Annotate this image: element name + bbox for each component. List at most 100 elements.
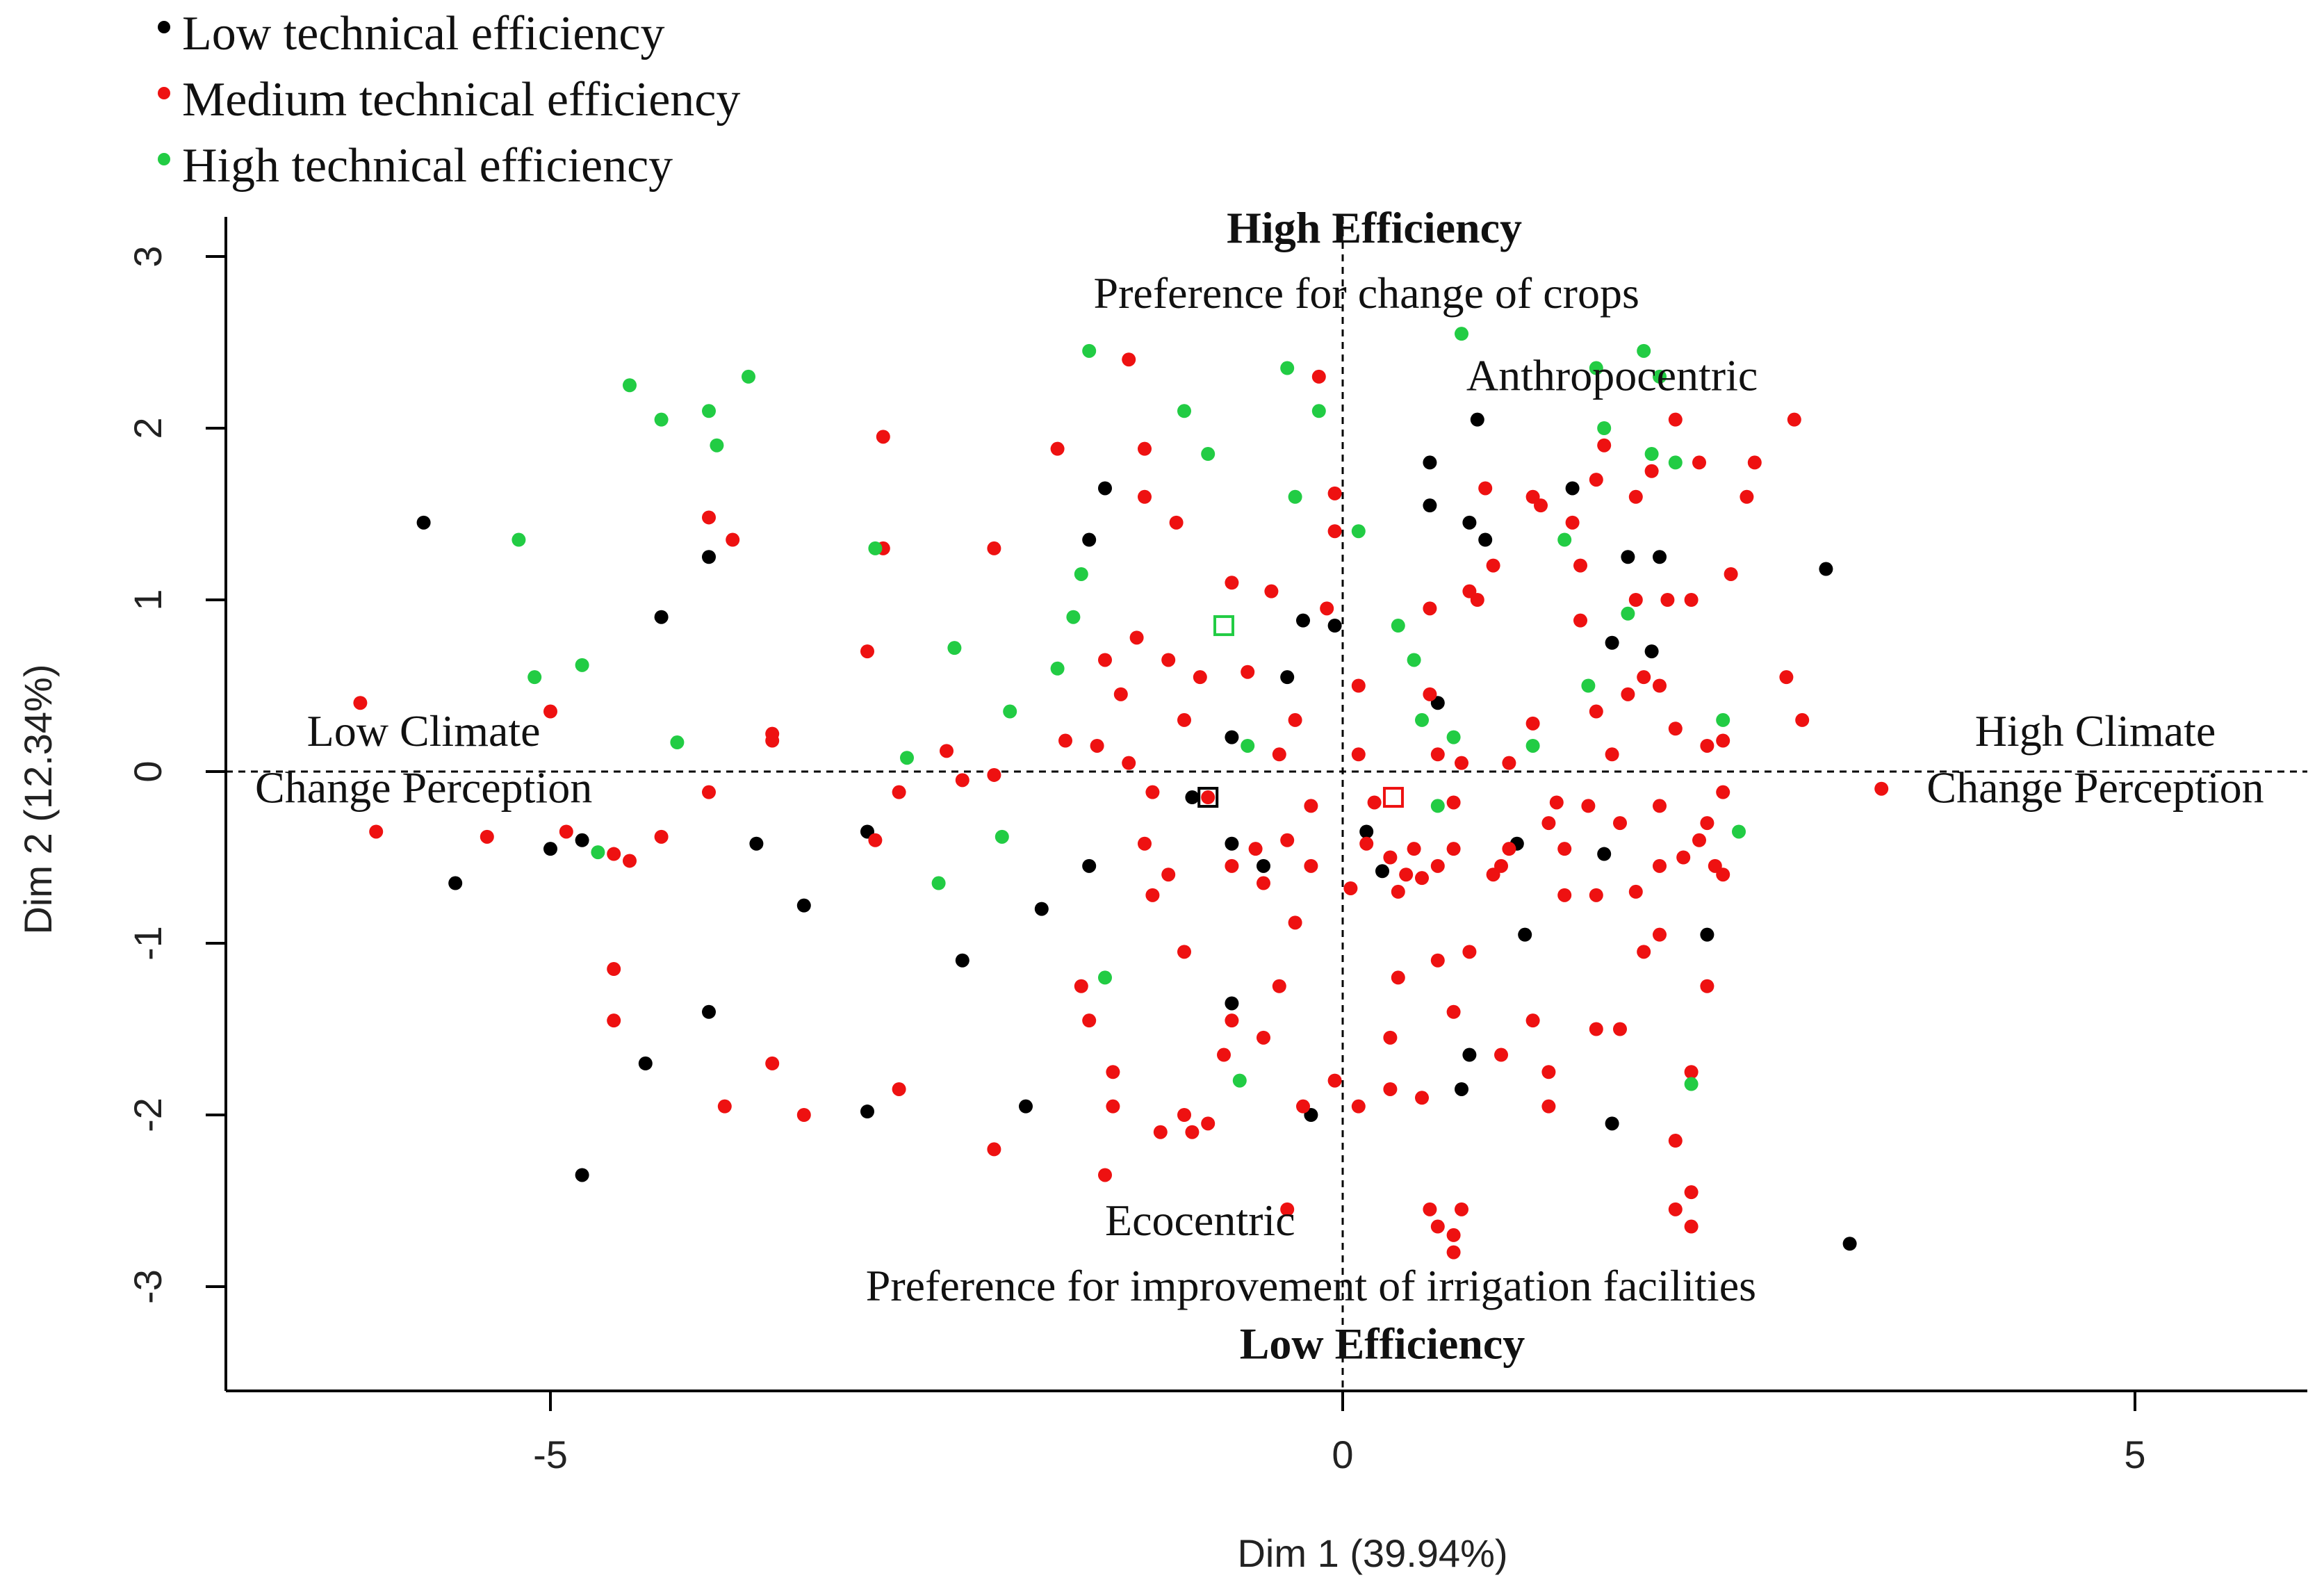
point-series-2 bbox=[1692, 833, 1706, 847]
point-series-3 bbox=[1525, 738, 1540, 753]
point-series-2 bbox=[765, 733, 780, 748]
y-tick-label: 3 bbox=[126, 245, 170, 267]
point-series-2 bbox=[607, 1013, 621, 1028]
reference-lines bbox=[226, 217, 2307, 1391]
point-series-2 bbox=[1502, 842, 1516, 856]
point-series-2 bbox=[860, 644, 874, 659]
legend-swatch-1 bbox=[158, 21, 170, 33]
point-series-2 bbox=[1351, 747, 1366, 762]
point-series-2 bbox=[702, 510, 716, 525]
point-series-2 bbox=[1430, 1219, 1445, 1234]
point-series-1 bbox=[654, 610, 669, 624]
point-series-2 bbox=[1201, 790, 1216, 805]
point-series-2 bbox=[1446, 1245, 1461, 1260]
point-series-2 bbox=[1874, 781, 1889, 796]
point-series-2 bbox=[1525, 1013, 1540, 1028]
x-tick-label: 5 bbox=[2124, 1433, 2145, 1476]
point-series-2 bbox=[1106, 1065, 1120, 1079]
x-axis-label: Dim 1 (39.94%) bbox=[1237, 1531, 1507, 1575]
point-series-2 bbox=[1740, 489, 1754, 504]
point-series-1 bbox=[1462, 515, 1477, 530]
point-series-2 bbox=[369, 824, 384, 839]
point-series-3 bbox=[1391, 619, 1405, 633]
point-series-2 bbox=[955, 773, 969, 788]
point-series-1 bbox=[955, 953, 969, 968]
point-series-2 bbox=[1327, 1073, 1342, 1088]
point-series-3 bbox=[1241, 738, 1255, 753]
point-series-2 bbox=[1613, 816, 1627, 831]
point-series-3 bbox=[702, 404, 716, 418]
annotation-4: Low Climate bbox=[307, 706, 541, 756]
point-series-2 bbox=[1724, 567, 1738, 581]
point-series-2 bbox=[702, 785, 716, 799]
point-series-3 bbox=[995, 829, 1009, 844]
point-series-3 bbox=[1684, 1077, 1699, 1091]
point-series-3 bbox=[1407, 653, 1421, 667]
point-series-1 bbox=[416, 515, 431, 530]
point-series-2 bbox=[1145, 888, 1160, 902]
point-series-2 bbox=[1383, 1082, 1398, 1096]
point-series-1 bbox=[1423, 498, 1437, 513]
y-tick-label: -3 bbox=[126, 1269, 170, 1304]
point-series-2 bbox=[1692, 455, 1706, 470]
point-series-3 bbox=[1003, 704, 1017, 719]
axes-group bbox=[224, 217, 2307, 1392]
point-series-2 bbox=[1138, 441, 1152, 456]
point-series-2 bbox=[1145, 785, 1160, 799]
point-series-2 bbox=[654, 829, 669, 844]
point-series-2 bbox=[1327, 524, 1342, 539]
point-series-3 bbox=[1280, 361, 1295, 375]
point-series-1 bbox=[1621, 550, 1635, 564]
point-series-1 bbox=[1280, 670, 1295, 685]
point-series-2 bbox=[1668, 1202, 1683, 1216]
x-tick-label: -5 bbox=[533, 1433, 568, 1476]
point-series-2 bbox=[1351, 678, 1366, 693]
point-series-2 bbox=[1327, 486, 1342, 500]
point-series-2 bbox=[1217, 1048, 1231, 1062]
point-series-1 bbox=[1296, 613, 1310, 628]
point-series-2 bbox=[1074, 979, 1088, 993]
legend-label-1: Low technical efficiency bbox=[182, 7, 664, 60]
point-series-2 bbox=[1486, 867, 1500, 882]
point-series-1 bbox=[448, 876, 463, 890]
point-series-2 bbox=[1589, 1022, 1603, 1036]
point-series-2 bbox=[1138, 489, 1152, 504]
annotation-1: High Efficiency bbox=[1227, 203, 1522, 252]
point-series-3 bbox=[1430, 799, 1445, 813]
point-series-3 bbox=[1066, 610, 1081, 624]
point-series-1 bbox=[1565, 481, 1580, 496]
point-series-2 bbox=[1628, 593, 1643, 607]
point-series-2 bbox=[1684, 1065, 1699, 1079]
point-series-2 bbox=[1668, 722, 1683, 736]
axis-ticks: -5 0 5 -3 -2 -1 0 1 2 3 bbox=[126, 245, 2146, 1476]
point-series-3 bbox=[623, 378, 637, 393]
point-series-3 bbox=[1644, 447, 1659, 462]
point-series-2 bbox=[1177, 945, 1191, 959]
point-series-3 bbox=[947, 641, 962, 655]
annotation-3: Anthropocentric bbox=[1466, 351, 1758, 400]
point-series-2 bbox=[892, 1082, 906, 1096]
point-series-2 bbox=[1383, 850, 1398, 865]
point-series-1 bbox=[638, 1056, 653, 1070]
point-series-3 bbox=[1716, 712, 1730, 727]
legend-swatch-2 bbox=[158, 87, 170, 99]
point-series-3 bbox=[931, 876, 946, 890]
y-tick-label: -2 bbox=[126, 1098, 170, 1132]
point-series-2 bbox=[1613, 1022, 1627, 1036]
point-series-1 bbox=[1019, 1099, 1033, 1114]
y-tick-label: 0 bbox=[126, 760, 170, 782]
point-series-2 bbox=[717, 1099, 732, 1114]
point-series-2 bbox=[1653, 858, 1667, 873]
point-series-2 bbox=[1557, 888, 1572, 902]
point-series-3 bbox=[512, 532, 526, 547]
point-series-2 bbox=[1589, 473, 1603, 487]
point-series-2 bbox=[1668, 1134, 1683, 1148]
point-series-2 bbox=[1621, 687, 1635, 701]
point-series-2 bbox=[1288, 712, 1302, 727]
point-series-2 bbox=[1502, 756, 1516, 770]
point-series-2 bbox=[1351, 1099, 1366, 1114]
point-series-1 bbox=[1225, 996, 1239, 1011]
point-series-3 bbox=[742, 369, 755, 384]
point-series-2 bbox=[1446, 1228, 1461, 1242]
point-series-2 bbox=[1311, 369, 1326, 384]
